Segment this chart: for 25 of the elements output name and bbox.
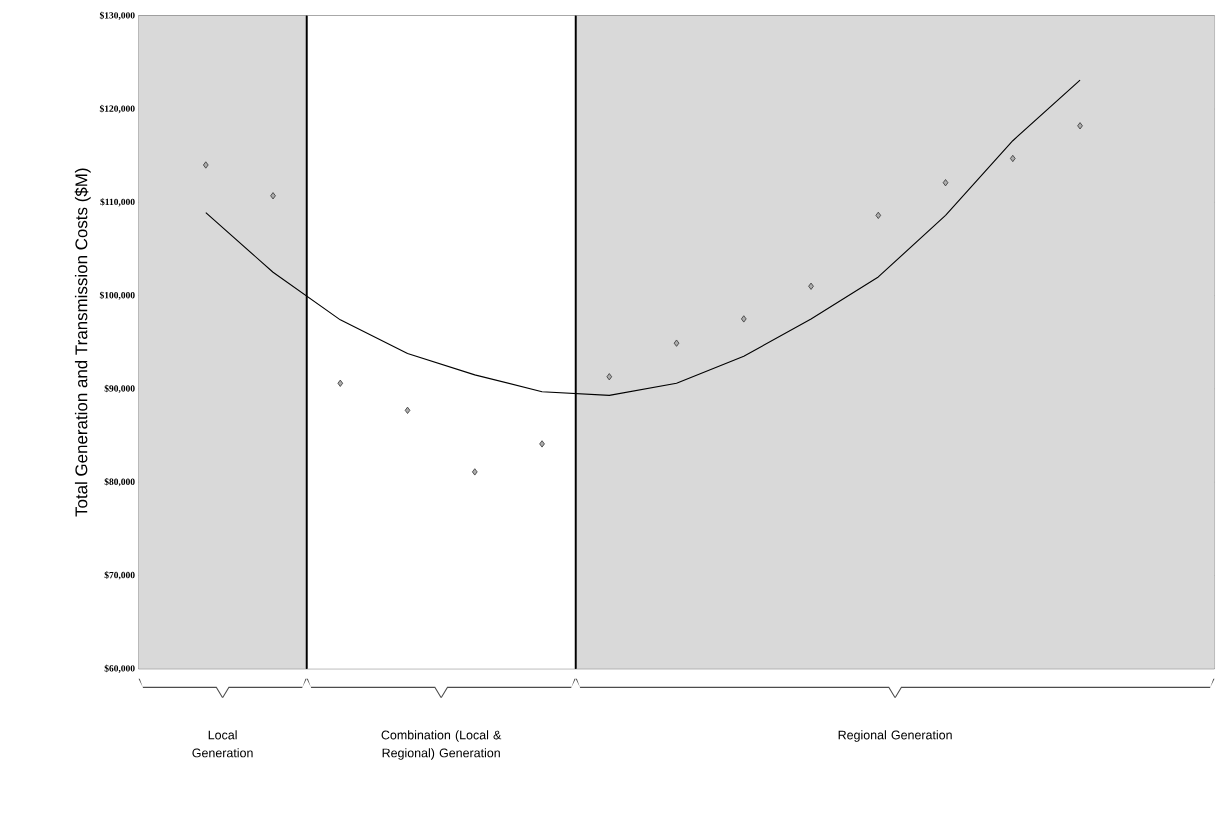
text: Combination (Local & Regional) Generation bbox=[381, 730, 502, 760]
y-tick-label: $60,000 bbox=[104, 664, 135, 673]
point bbox=[875, 211, 882, 219]
point bbox=[539, 440, 545, 448]
point bbox=[741, 315, 747, 323]
y-tick-label: $90,000 bbox=[104, 384, 135, 394]
point bbox=[472, 468, 478, 476]
y-axis-title: Total Generation and Transmission Costs ($M) bbox=[74, 168, 91, 517]
text: Regional Generation bbox=[838, 730, 952, 742]
y-tick-label: $130,000 bbox=[99, 11, 135, 20]
point bbox=[1077, 122, 1083, 130]
y-tick-label: $80,000 bbox=[104, 477, 135, 487]
point bbox=[203, 161, 209, 169]
y-tick-label: $70,000 bbox=[104, 571, 135, 580]
point bbox=[673, 339, 680, 347]
text: Local Generation bbox=[192, 730, 253, 758]
point bbox=[337, 379, 344, 387]
y-tick-label: $110,000 bbox=[100, 198, 135, 207]
point bbox=[606, 373, 613, 381]
point bbox=[270, 192, 276, 200]
point bbox=[808, 282, 814, 290]
y-tick-label: $100,000 bbox=[99, 291, 135, 300]
point bbox=[942, 179, 949, 187]
y-tick-label: $120,000 bbox=[99, 104, 135, 114]
point bbox=[404, 406, 411, 414]
